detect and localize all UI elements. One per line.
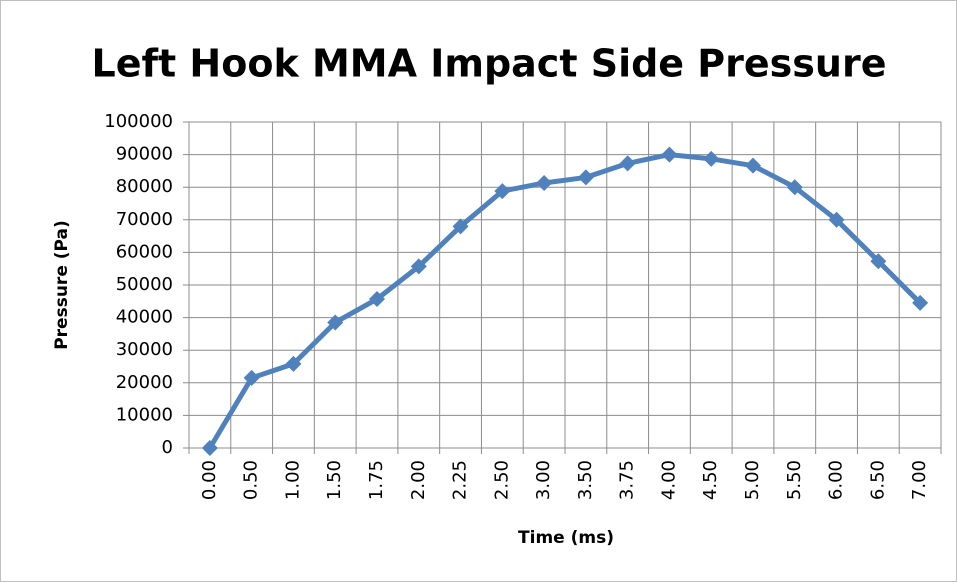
y-tick-label: 50000	[116, 274, 173, 295]
chart-title: Left Hook MMA Impact Side Pressure	[92, 42, 887, 86]
marker	[828, 211, 845, 228]
x-tick-label: 6.00	[826, 460, 847, 500]
marker	[327, 314, 344, 331]
x-tick-label: 1.00	[282, 460, 303, 500]
marker	[703, 150, 720, 167]
y-tick-label: 60000	[116, 241, 173, 262]
x-axis-title: Time (ms)	[518, 528, 614, 548]
marker	[410, 258, 427, 275]
x-tick-label: 3.00	[533, 460, 554, 500]
y-tick-label: 20000	[116, 372, 173, 393]
x-tick-label: 3.50	[575, 460, 596, 500]
marker	[536, 174, 553, 191]
x-tick-label: 5.00	[742, 460, 763, 500]
x-tick-label: 1.75	[366, 460, 387, 500]
x-tick-label: 1.50	[324, 460, 345, 500]
y-tick-label: 70000	[116, 209, 173, 230]
y-tick-label: 100000	[104, 111, 173, 132]
x-tick-label: 2.25	[450, 460, 471, 500]
marker	[285, 355, 302, 372]
y-tick-label: 10000	[116, 404, 173, 425]
marker	[661, 146, 678, 163]
x-tick-label: 0.50	[241, 460, 262, 500]
x-tick-label: 6.50	[867, 460, 888, 500]
y-tick-label: 40000	[116, 307, 173, 328]
marker	[369, 291, 385, 308]
marker	[912, 294, 929, 311]
marker	[745, 157, 761, 174]
y-tick-label: 30000	[116, 339, 173, 360]
y-tick-label: 0	[162, 437, 173, 458]
y-tick-label: 90000	[116, 144, 173, 165]
marker	[243, 369, 260, 386]
y-axis-title: Pressure (Pa)	[52, 220, 72, 350]
x-tick-label: 0.00	[199, 460, 220, 500]
marker	[786, 179, 803, 196]
x-tick-label: 5.50	[784, 460, 805, 500]
line	[207, 152, 922, 450]
marker	[452, 218, 469, 235]
x-tick-label: 3.75	[617, 460, 638, 500]
marker	[201, 440, 218, 456]
marker	[870, 253, 887, 270]
x-tick-label: 2.00	[408, 460, 429, 500]
marker	[577, 169, 594, 186]
marker	[619, 155, 636, 172]
x-tick-label: 7.00	[909, 460, 930, 500]
x-tick-label: 4.00	[658, 460, 679, 500]
y-tick-label: 80000	[116, 176, 173, 197]
x-tick-label: 4.50	[700, 460, 721, 500]
marker	[494, 183, 511, 200]
x-tick-label: 2.50	[491, 460, 512, 500]
